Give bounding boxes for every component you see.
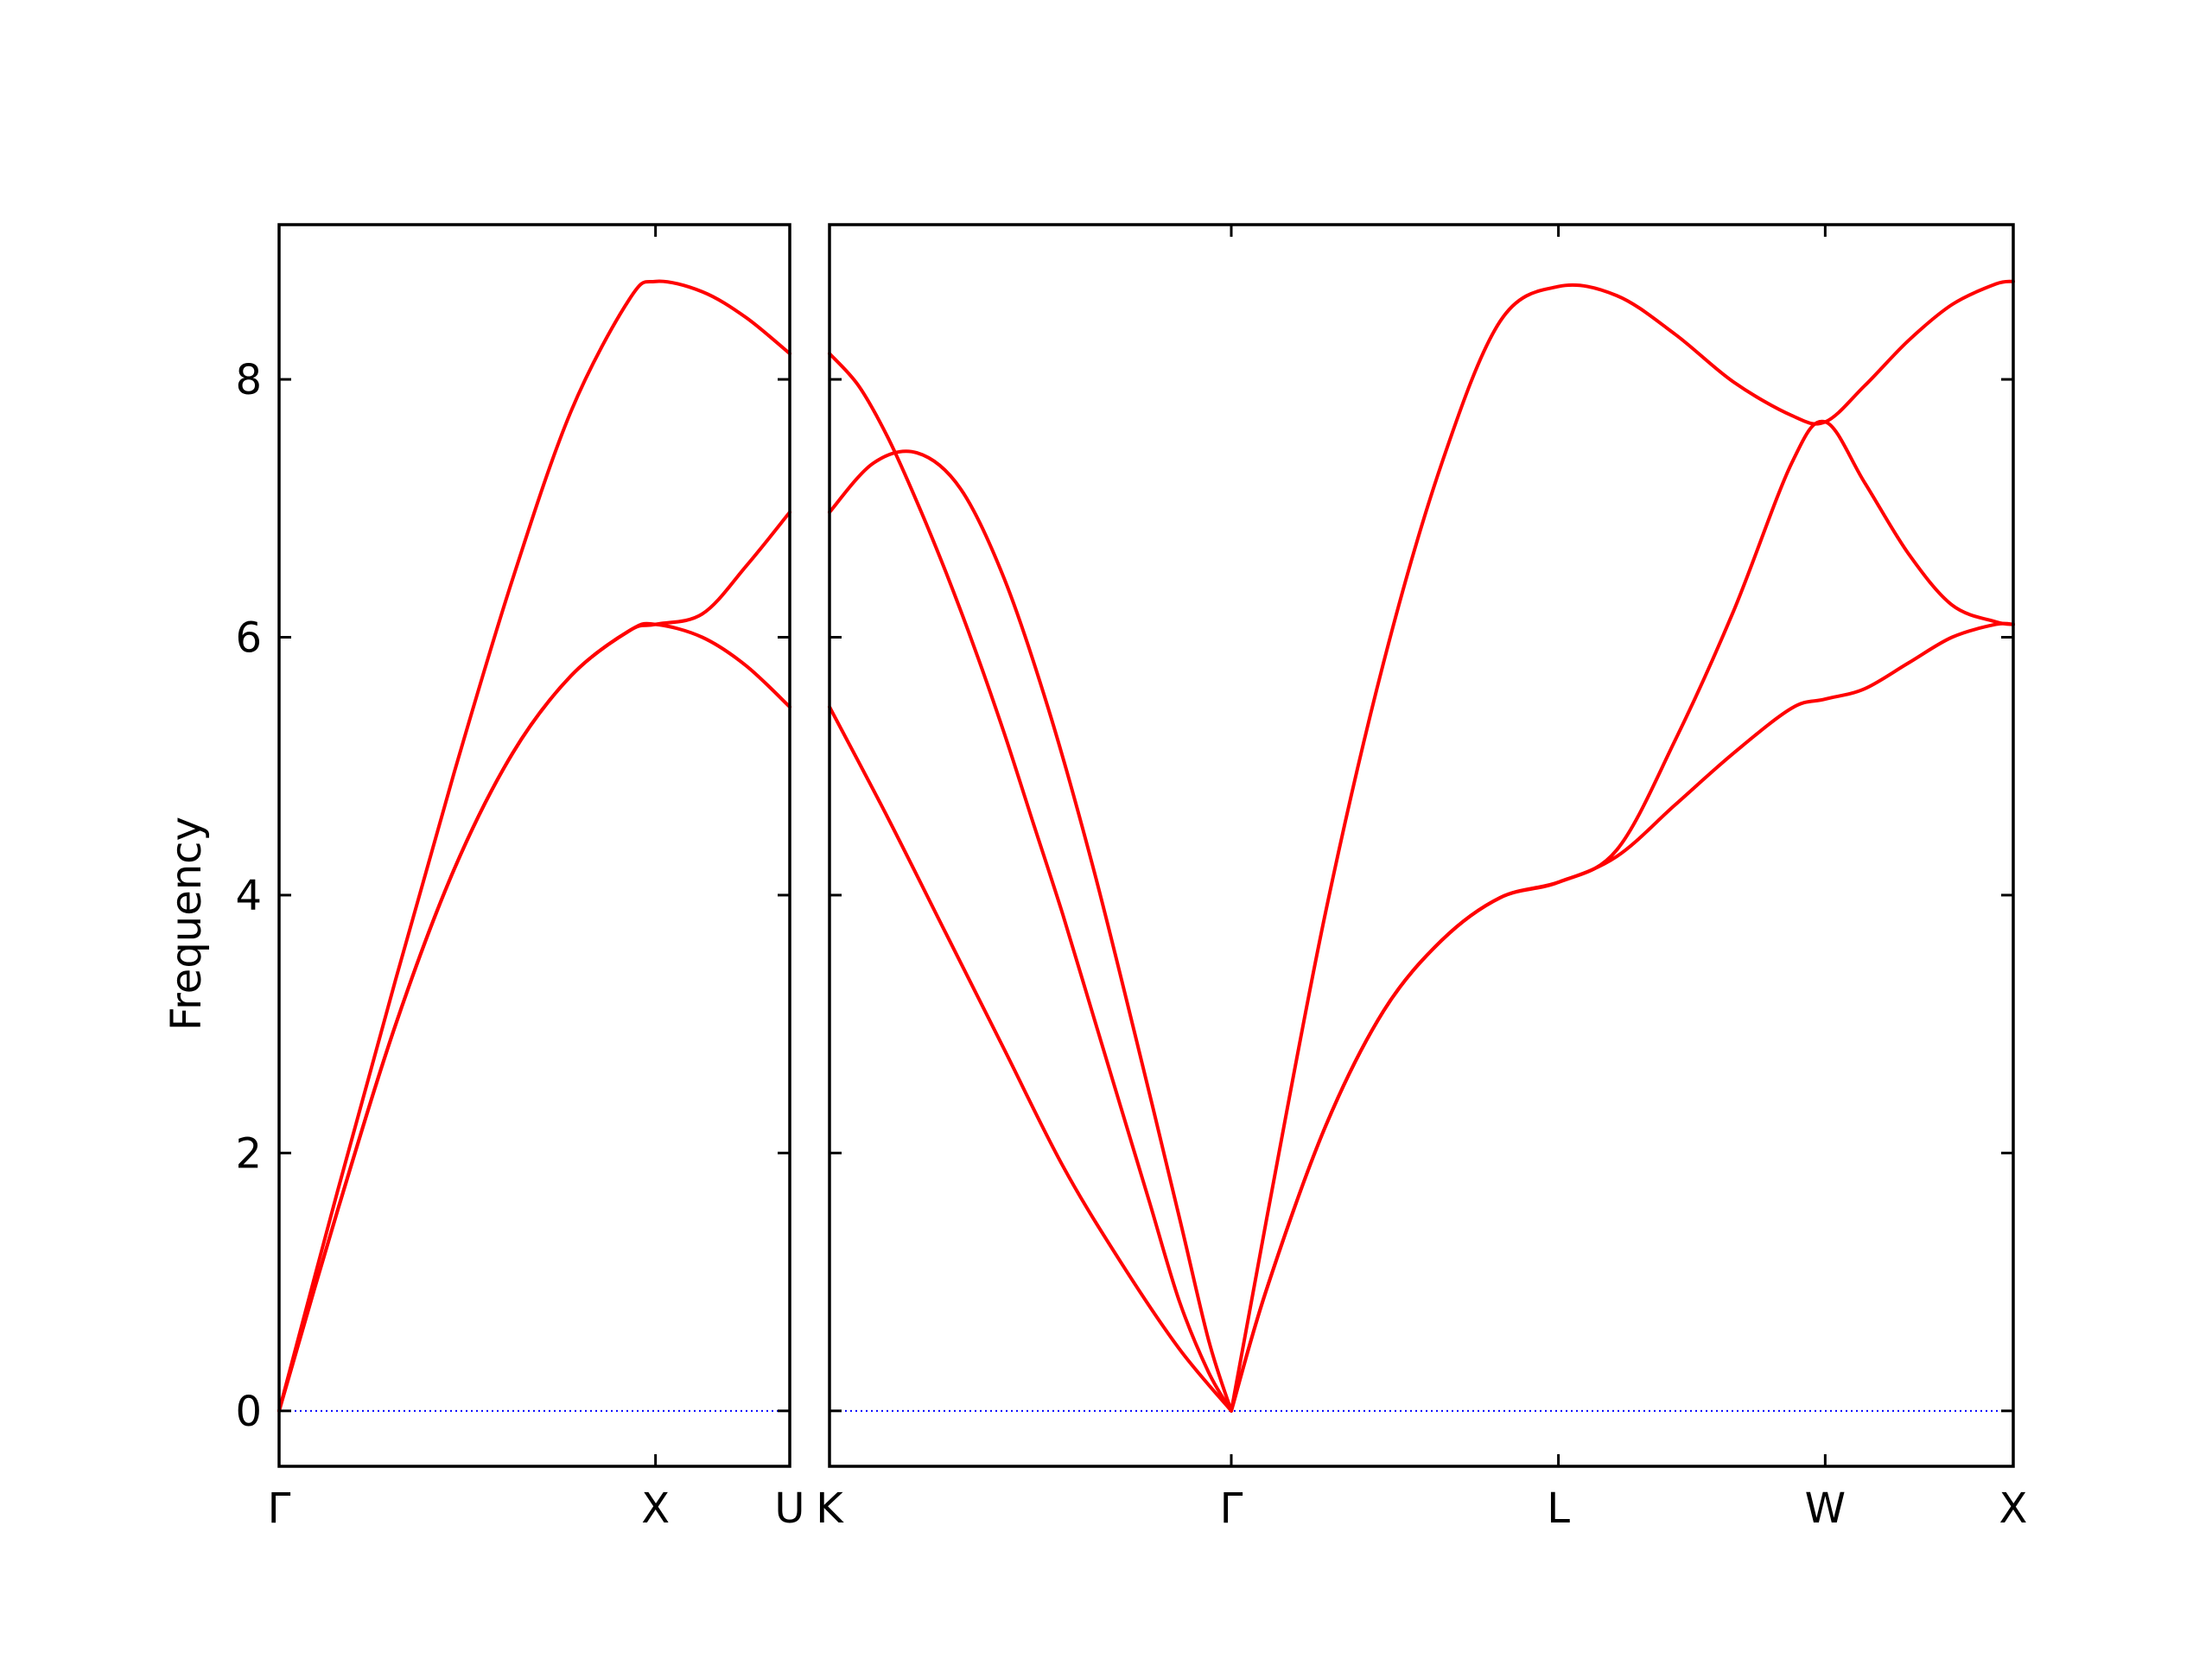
x-tick-label: K [816, 1484, 844, 1533]
axes-frame [828, 223, 2015, 1468]
x-tick-label: X [641, 1484, 670, 1533]
band-line-1 [277, 279, 791, 1413]
band-line-3 [828, 705, 1233, 1413]
y-tick-label: 4 [235, 872, 262, 920]
x-tick-label: U [774, 1484, 804, 1533]
band-line-4 [1230, 279, 2015, 1413]
x-tick-label: X [1999, 1484, 2028, 1533]
y-tick-label: 6 [235, 614, 262, 663]
y-tick-label: 2 [235, 1129, 262, 1178]
x-tick-label: Γ [1220, 1484, 1243, 1533]
y-axis-label: Frequency [162, 817, 211, 1031]
band-line-2 [828, 449, 1233, 1413]
panel-1: 0 2 4 6 8 Γ X U [235, 223, 805, 1533]
band-line-6 [1230, 621, 2015, 1413]
panels-layer: 0 2 4 6 8 Γ X U K Γ L W X [235, 223, 2028, 1533]
x-tick-label: L [1547, 1484, 1570, 1533]
axes-frame [277, 223, 791, 1468]
band-line-1 [828, 352, 1233, 1413]
x-tick-label: W [1805, 1484, 1846, 1533]
y-tick-label: 0 [235, 1388, 262, 1436]
band-line-3 [277, 621, 791, 1413]
x-tick-label: Γ [268, 1484, 291, 1533]
y-tick-label: 8 [235, 356, 262, 404]
